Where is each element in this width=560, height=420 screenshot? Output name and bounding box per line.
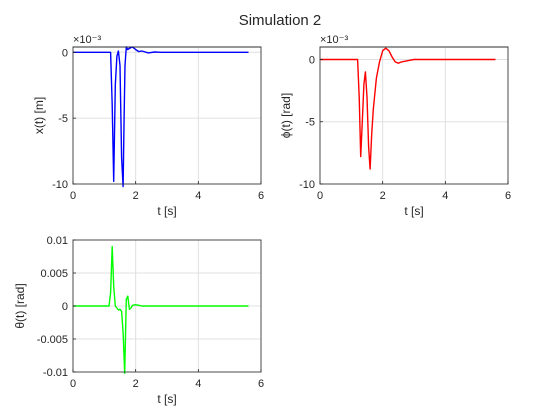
x-tick-label: 0 <box>70 190 76 202</box>
x-tick-label: 6 <box>505 190 511 202</box>
x-tick-label: 4 <box>195 190 201 202</box>
x-tick-label: 4 <box>442 190 448 202</box>
x-tick-label: 6 <box>258 190 264 202</box>
y-tick-label: -5 <box>305 117 315 129</box>
y-axis-label: ϕ(t) [rad] <box>279 93 293 138</box>
series-line <box>320 47 496 170</box>
y-tick-label: 0 <box>62 47 68 59</box>
y-tick-label: -0.01 <box>43 367 68 379</box>
y-tick-label: -10 <box>52 179 68 191</box>
y-tick-label: -0.005 <box>37 334 68 346</box>
x-tick-label: 0 <box>70 378 76 390</box>
plot-area <box>72 46 262 185</box>
x-tick-label: 4 <box>195 378 201 390</box>
y-tick-label: -5 <box>58 113 68 125</box>
axes-box <box>72 46 262 185</box>
subplot-1: 0 2 4 6 0 -5 -10 ×10⁻³ t [s] x(t) [m] <box>32 34 264 218</box>
y-axis-label: x(t) [m] <box>32 97 46 134</box>
subplot-3: 0 2 4 6 0.01 0.005 0 -0.005 -0.01 t [s] θ(t) [rad] <box>13 235 264 406</box>
x-tick-label: 2 <box>133 190 139 202</box>
figure-title: Simulation 2 <box>239 12 322 29</box>
series-line <box>73 245 249 374</box>
y-axis-label: θ(t) [rad] <box>13 283 27 328</box>
plot-area <box>319 46 509 185</box>
y-tick-label: 0 <box>62 301 68 313</box>
y-tick-label: 0.01 <box>47 235 68 247</box>
y-tick-label: 0 <box>309 54 315 66</box>
x-tick-label: 2 <box>133 378 139 390</box>
x-tick-label: 6 <box>258 378 264 390</box>
y-tick-label: -10 <box>299 179 315 191</box>
subplot-2: 0 2 4 6 0 -5 -10 ×10⁻³ t [s] ϕ(t) [rad] <box>279 34 511 218</box>
y-exponent-label: ×10⁻³ <box>320 34 348 46</box>
x-tick-label: 2 <box>380 190 386 202</box>
x-axis-label: t [s] <box>157 392 176 406</box>
y-exponent-label: ×10⁻³ <box>73 34 101 46</box>
x-axis-label: t [s] <box>157 204 176 218</box>
x-tick-label: 0 <box>317 190 323 202</box>
axes-box <box>319 46 509 185</box>
subplots: 0 2 4 6 0 -5 -10 ×10⁻³ t [s] x(t) [m] 0 2 4 6 0 -5 -10 ×1… <box>13 34 511 406</box>
y-tick-label: 0.005 <box>40 268 68 280</box>
x-axis-label: t [s] <box>404 204 423 218</box>
